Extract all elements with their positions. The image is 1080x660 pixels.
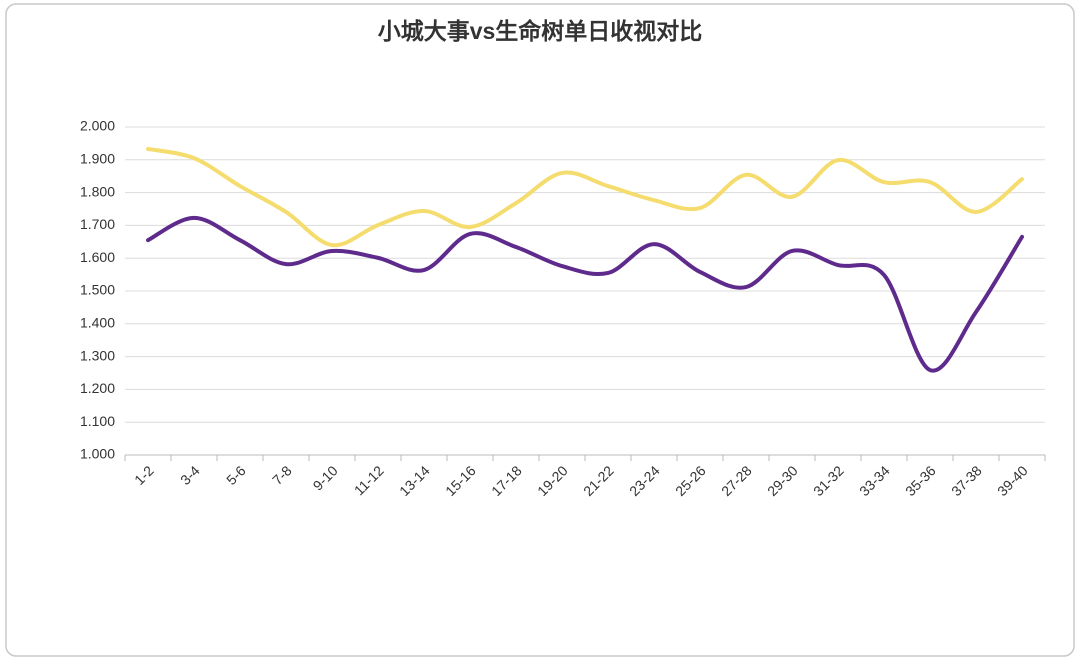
- y-tick-label: 1.600: [80, 249, 115, 265]
- y-tick-label: 1.800: [80, 183, 115, 199]
- y-tick-label: 1.400: [80, 315, 115, 331]
- y-tick-label: 1.700: [80, 216, 115, 232]
- y-tick-label: 1.100: [80, 413, 115, 429]
- y-tick-label: 1.300: [80, 347, 115, 363]
- y-tick-label: 1.500: [80, 282, 115, 298]
- frame: [5, 3, 1075, 657]
- series-line: [146, 146, 1024, 248]
- y-tick-label: 1.900: [80, 151, 115, 167]
- chart-title: 小城大事vs生命树单日收视对比: [378, 18, 703, 44]
- y-tick-label: 2.000: [80, 118, 115, 134]
- y-tick-label: 1.000: [80, 446, 115, 462]
- y-tick-label: 1.200: [80, 380, 115, 396]
- series-line: [146, 215, 1024, 373]
